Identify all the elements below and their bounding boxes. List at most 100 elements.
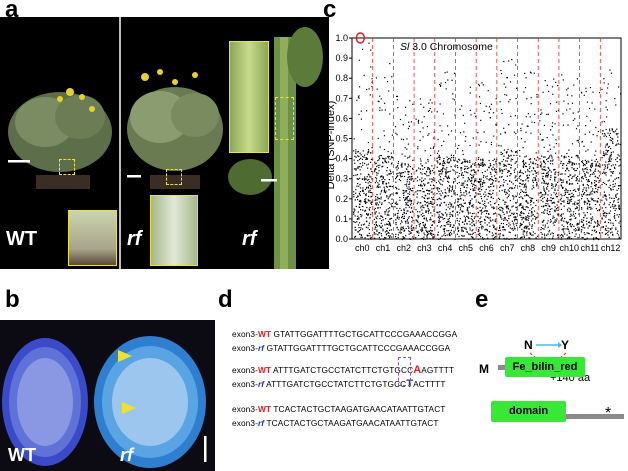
snp-point <box>492 238 495 240</box>
snp-point <box>500 69 502 72</box>
snp-point <box>426 237 428 239</box>
snp-point <box>615 164 617 166</box>
snp-point <box>592 171 595 173</box>
snp-point <box>601 157 603 159</box>
snp-point <box>385 192 387 194</box>
snp-point <box>516 179 518 181</box>
snp-point <box>483 165 485 167</box>
snp-point <box>601 218 603 220</box>
snp-point <box>362 205 364 208</box>
snp-point <box>383 188 386 190</box>
snp-point <box>502 229 504 231</box>
snp-point <box>499 101 501 103</box>
snp-point <box>420 205 422 207</box>
snp-point <box>586 169 588 171</box>
snp-point <box>618 208 620 210</box>
snp-point <box>463 227 466 229</box>
snp-point <box>457 176 459 179</box>
snp-point <box>557 189 559 191</box>
snp-point <box>554 176 556 178</box>
snp-point <box>385 211 387 213</box>
snp-point <box>361 190 364 192</box>
snp-point <box>580 226 583 228</box>
snp-point <box>587 227 589 229</box>
snp-point <box>576 206 578 208</box>
snp-point <box>447 178 449 180</box>
snp-point <box>606 229 608 232</box>
snp-point <box>478 230 480 232</box>
snp-point <box>577 223 579 225</box>
snp-point <box>422 238 425 240</box>
snp-point <box>510 150 512 152</box>
snp-point <box>469 144 471 147</box>
snp-point <box>487 90 489 92</box>
snp-point <box>480 159 482 161</box>
snp-point <box>540 192 542 194</box>
snp-point <box>412 227 414 229</box>
snp-point <box>439 211 441 213</box>
snp-point <box>581 141 583 143</box>
snp-point <box>611 128 613 130</box>
snp-point <box>367 173 369 175</box>
snp-point <box>566 181 568 183</box>
snp-point <box>527 169 529 171</box>
snp-point <box>515 238 517 240</box>
snp-point <box>450 158 452 160</box>
snp-point <box>388 155 390 158</box>
snp-point <box>572 213 574 215</box>
snp-point <box>426 205 428 207</box>
snp-point <box>576 224 578 226</box>
snp-point <box>584 203 586 205</box>
snp-point <box>495 160 497 162</box>
snp-point <box>367 182 369 184</box>
snp-point <box>500 185 502 187</box>
snp-point <box>500 151 502 153</box>
snp-point <box>525 194 527 197</box>
snp-point <box>402 236 404 238</box>
snp-point <box>501 218 503 220</box>
m-label: M <box>479 362 489 376</box>
snp-point <box>423 226 425 228</box>
snp-point <box>545 175 547 177</box>
snp-point <box>548 205 550 207</box>
snp-point <box>430 227 432 229</box>
snp-point <box>557 237 559 239</box>
snp-point <box>375 198 377 200</box>
snp-point <box>361 158 364 160</box>
snp-point <box>510 238 512 240</box>
snp-point <box>612 171 615 173</box>
snp-point <box>521 190 523 192</box>
snp-point <box>384 213 386 215</box>
snp-point <box>611 197 613 199</box>
snp-point <box>601 217 603 219</box>
snp-point <box>422 168 424 170</box>
snp-point <box>545 174 547 176</box>
snp-point <box>590 208 592 210</box>
snp-point <box>448 134 450 136</box>
snp-point <box>387 220 389 222</box>
snp-point <box>550 175 552 177</box>
snp-point <box>397 167 399 169</box>
snp-point <box>479 178 481 180</box>
snp-point <box>581 161 584 164</box>
snp-point <box>458 158 460 160</box>
snp-point <box>440 202 442 204</box>
snp-point <box>396 192 398 194</box>
snp-point <box>619 172 621 174</box>
snp-point <box>523 191 525 193</box>
snp-point <box>456 182 458 185</box>
snp-point <box>529 232 531 234</box>
snp-point <box>611 129 613 131</box>
snp-point <box>584 215 586 217</box>
snp-point <box>525 179 527 181</box>
snp-point <box>605 174 607 176</box>
snp-point <box>521 219 523 221</box>
snp-point <box>428 193 430 195</box>
snp-point <box>473 212 475 214</box>
snp-point <box>441 164 444 166</box>
snp-point <box>545 192 547 194</box>
snp-point <box>456 204 459 206</box>
snp-point <box>520 127 522 129</box>
snp-point <box>590 164 592 166</box>
snp-point <box>578 223 580 225</box>
